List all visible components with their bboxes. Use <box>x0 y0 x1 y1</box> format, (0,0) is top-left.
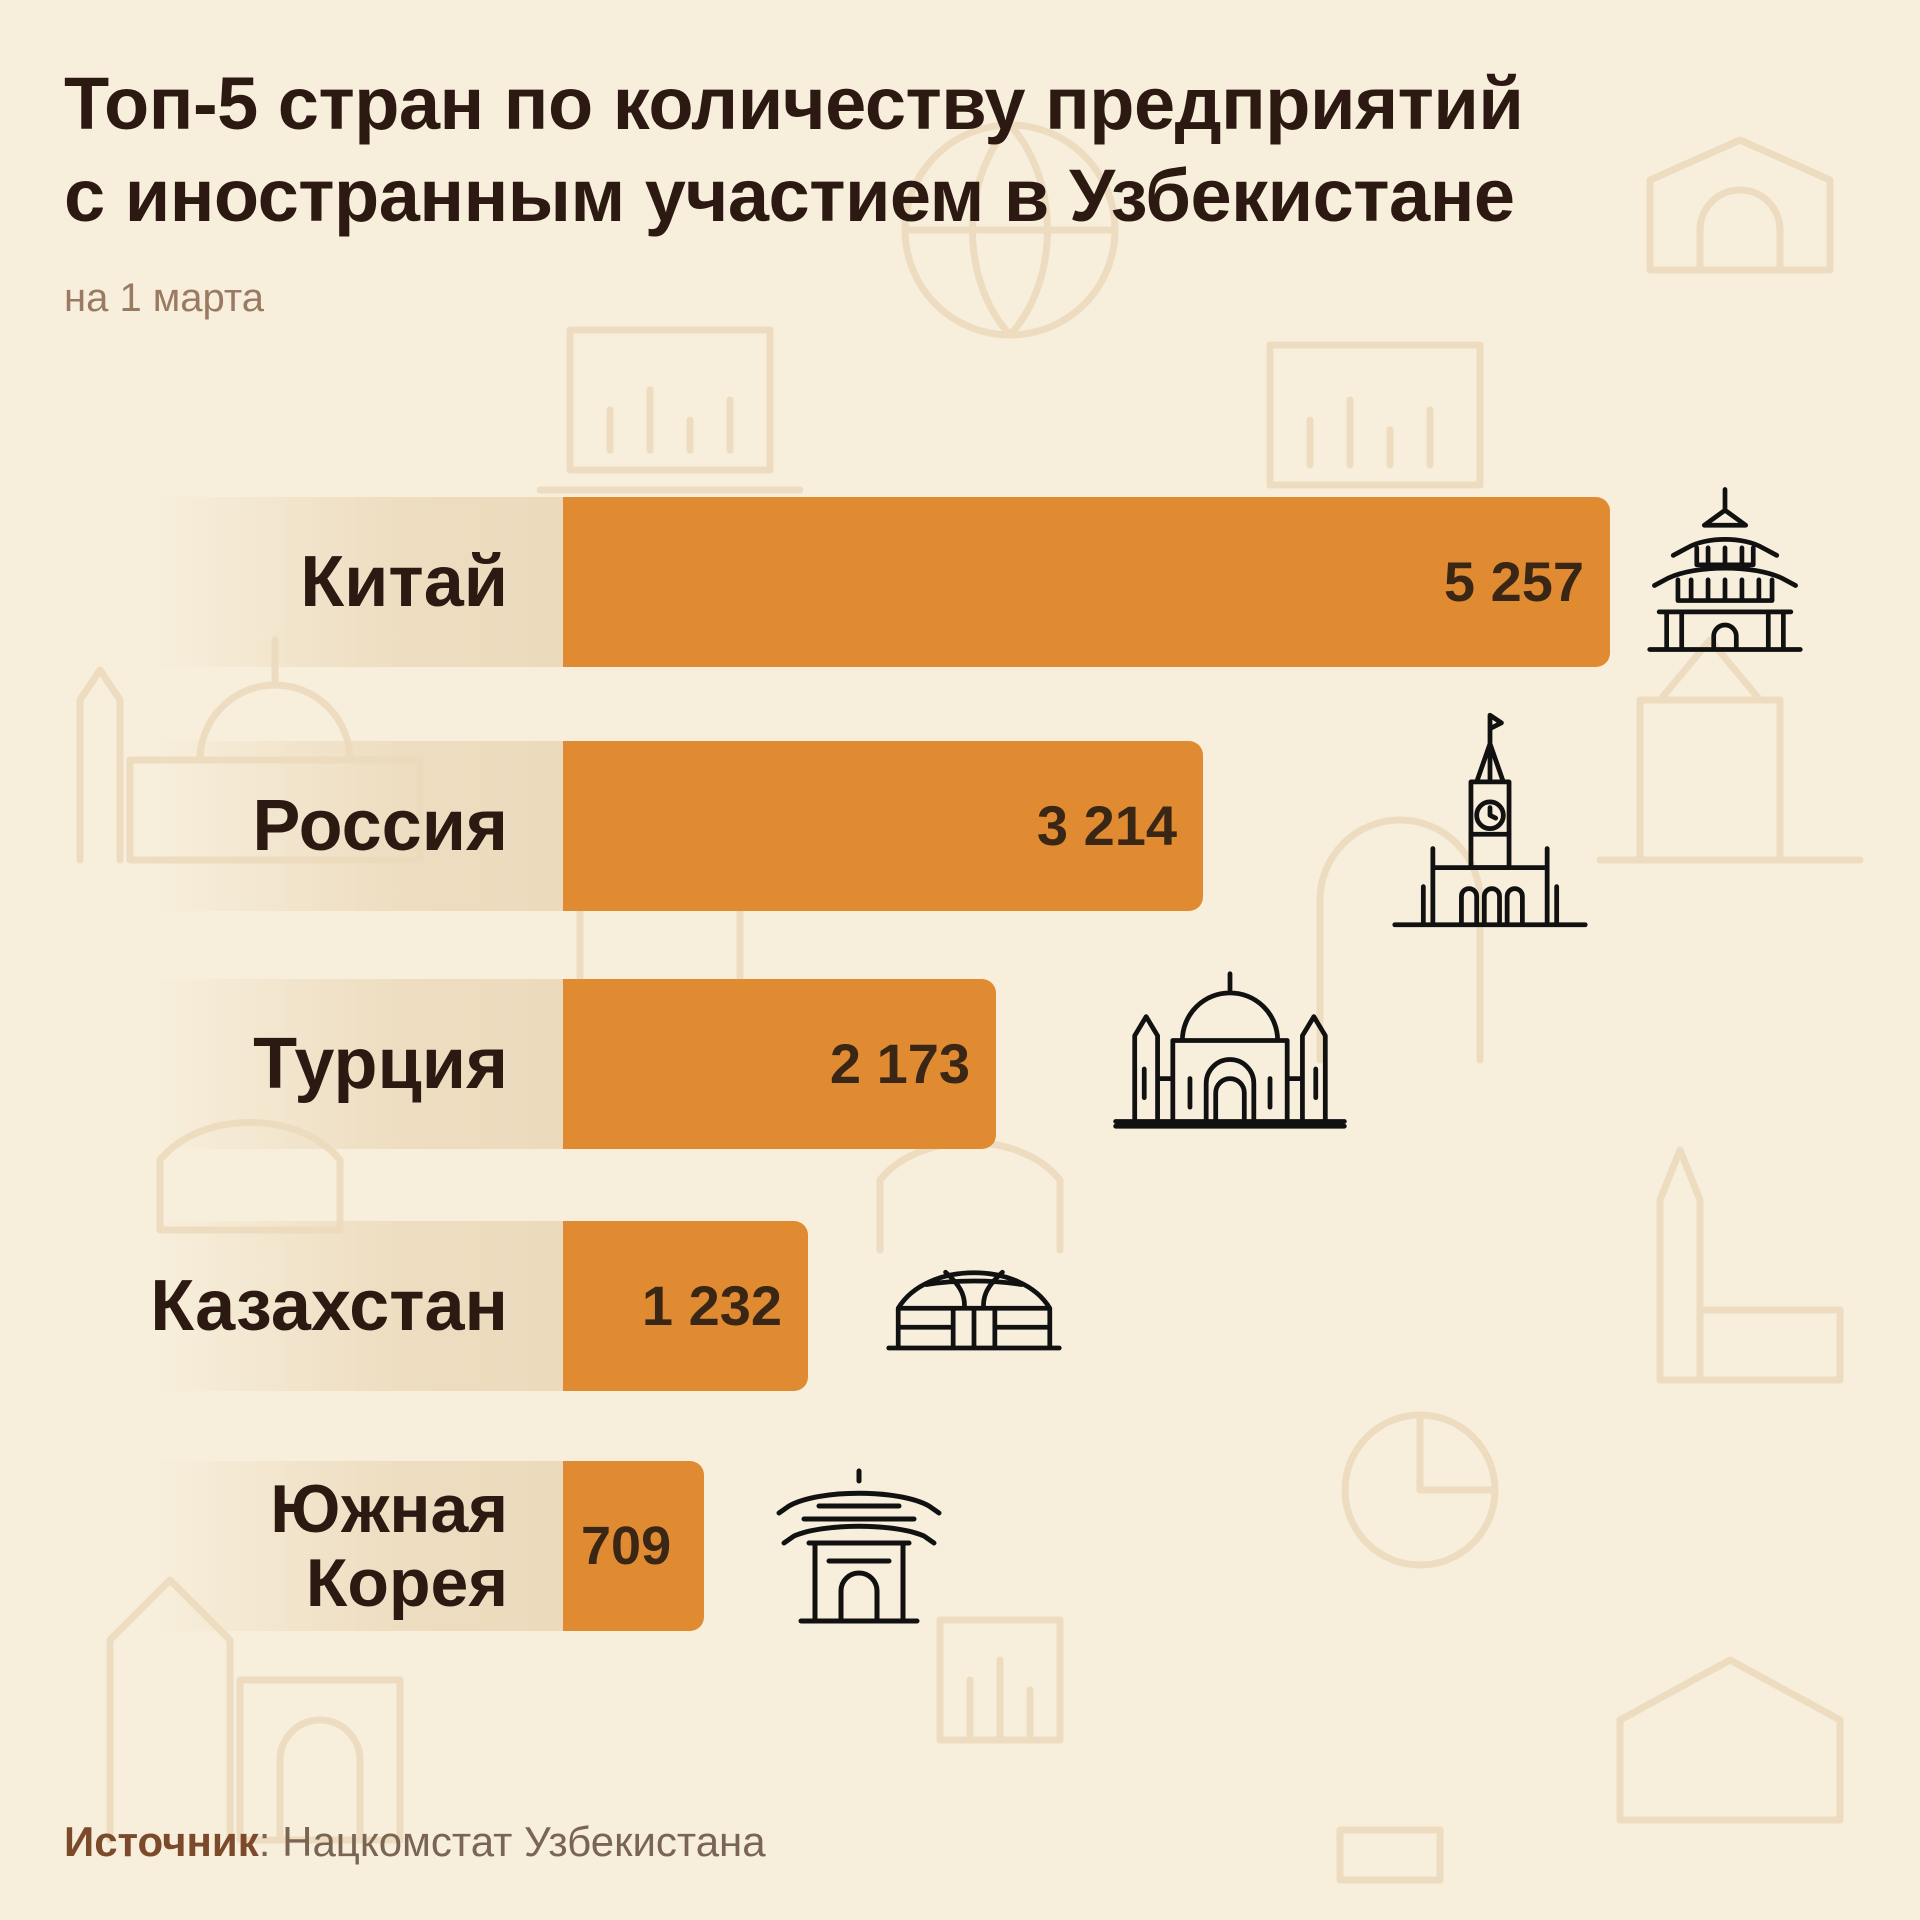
kremlin-tower-icon <box>1392 712 1588 928</box>
mosque-icon <box>1113 971 1347 1129</box>
chart-title-line-1: Топ-5 стран по количеству предприятий <box>64 62 1524 145</box>
label-background <box>150 1221 563 1391</box>
chart-subtitle: на 1 марта <box>64 276 265 320</box>
bar <box>563 741 1203 911</box>
bar <box>563 497 1610 667</box>
bar <box>563 1221 808 1391</box>
label-background <box>150 979 563 1149</box>
bar-value-label: 3 214 <box>1036 794 1177 857</box>
chart-title: Топ-5 стран по количеству предприятий с … <box>64 58 1764 242</box>
category-label-line: Китай <box>300 542 508 622</box>
category-label: Южная Корея <box>270 1472 508 1620</box>
label-background <box>150 497 563 667</box>
bar-value-label: 2 173 <box>829 1032 970 1095</box>
source-separator: : <box>258 1818 271 1865</box>
source-note: Источник: Нацкомстат Узбекистана <box>64 1818 766 1866</box>
bar-value-label: 1 232 <box>641 1274 782 1337</box>
label-background <box>150 1461 563 1631</box>
chinese-pagoda-icon <box>1647 487 1803 652</box>
category-label-line: Казахстан <box>150 1266 508 1346</box>
yurt-icon <box>886 1269 1062 1351</box>
bar <box>563 1461 704 1631</box>
bar <box>563 979 996 1149</box>
category-label-line: Россия <box>252 786 508 866</box>
category-label: Россия <box>252 789 508 863</box>
category-label: Турция <box>253 1027 508 1101</box>
label-background <box>150 741 563 911</box>
category-label-line: Южная <box>270 1471 508 1547</box>
bar-value-label: 5 257 <box>1443 550 1584 613</box>
category-label: Казахстан <box>150 1269 508 1343</box>
category-label-line: Корея <box>305 1545 508 1621</box>
source-label: Источник <box>64 1818 259 1865</box>
source-text: Нацкомстат Узбекистана <box>270 1818 766 1865</box>
korean-gate-icon <box>776 1468 942 1624</box>
category-label-line: Турция <box>253 1024 508 1104</box>
bar-value-label: 709 <box>581 1516 672 1576</box>
category-label: Китай <box>300 545 508 619</box>
chart-title-line-2: с иностранным участием в Узбекистане <box>64 154 1515 237</box>
